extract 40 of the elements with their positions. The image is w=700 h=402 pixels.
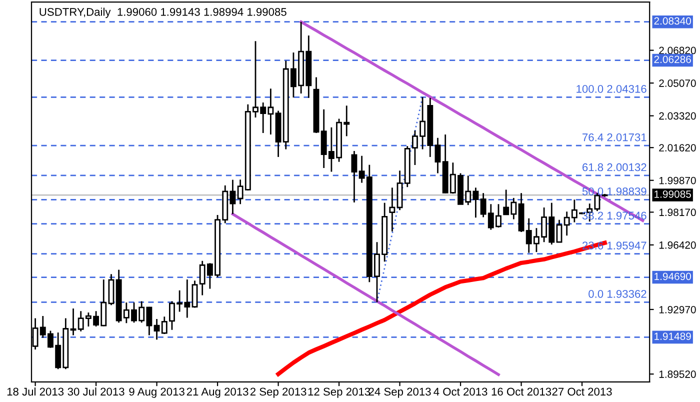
x-tick-label: 27 Oct 2013 [552, 388, 612, 396]
y-tick-label: 1.98170 [659, 208, 696, 216]
x-tick-label: 12 Sep 2013 [308, 388, 370, 398]
y-tick-label: 2.05070 [659, 80, 696, 87]
x-tick-label: 9 Aug 2013 [129, 388, 184, 398]
ref-line-label: 2.08340 [654, 17, 692, 25]
annotation: 76.4 2.01731 [582, 133, 646, 142]
line-series [276, 240, 607, 376]
y-tick-label: 1.99870 [659, 176, 696, 184]
y-tick-label: 1.92970 [659, 306, 696, 314]
y-tick-label: 2.06820 [659, 46, 696, 54]
candlestick [351, 150, 358, 204]
x-tick-label: 24 Sep 2013 [368, 388, 431, 398]
ref-line-label: 1.91489 [654, 332, 691, 340]
line-series [231, 212, 500, 376]
ref-line-label: 1.99085 [654, 190, 691, 198]
candlestick [389, 186, 396, 232]
x-tick-label: 30 Jul 2013 [68, 387, 124, 396]
y-tick-label: 1.96420 [659, 241, 696, 249]
x-tick-label: 18 Jul 2013 [7, 387, 64, 396]
x-tick-label: 21 Aug 2013 [186, 388, 248, 398]
candlestick [192, 280, 198, 308]
x-tick-label: 16 Oct 2013 [492, 388, 552, 396]
candlestick [70, 308, 76, 336]
x-tick-label: 2 Sep 2013 [250, 388, 306, 398]
y-tick-label: 1.89520 [659, 370, 696, 378]
candlestick [230, 179, 236, 215]
chart-title: USDTRY,Daily 1.99060 1.99143 1.98994 1.99085 [40, 8, 286, 18]
ref-line-label: 2.06286 [654, 56, 691, 64]
candlestick [434, 137, 441, 174]
y-tick-label: 2.03320 [659, 112, 696, 120]
ref-line-label: 1.94690 [654, 272, 692, 280]
annotation: 61.8 2.00132 [582, 163, 646, 172]
annotation: 100.0 2.04316 [576, 85, 646, 93]
y-tick-label: 2.01620 [659, 144, 696, 152]
x-tick-label: 4 Oct 2013 [434, 388, 488, 396]
line-series [300, 20, 644, 222]
candlestick [108, 273, 114, 306]
annotation: 0.0 1.93362 [588, 290, 646, 298]
candlestick [556, 219, 562, 244]
